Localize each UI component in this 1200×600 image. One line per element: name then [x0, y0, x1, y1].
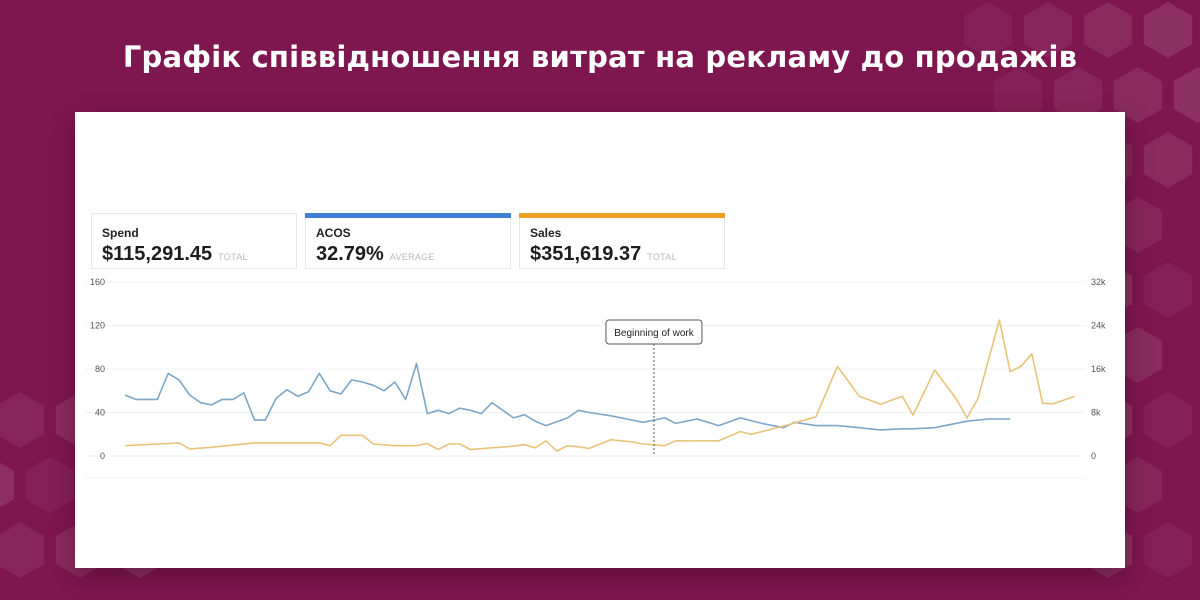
hexagon-shape: [1113, 327, 1163, 383]
metric-card-spend[interactable]: Spend $115,291.45 TOTAL: [91, 213, 297, 269]
acos-series-line: [124, 362, 1011, 431]
metric-label: Sales: [530, 226, 562, 240]
page-title: Графік співвідношення витрат на рекламу …: [122, 40, 1078, 74]
sales-accent-bar: [519, 213, 725, 218]
metric-note: AVERAGE: [389, 252, 435, 262]
hexagon-shape: [1143, 2, 1193, 58]
y-left-tick-label: 160: [90, 277, 105, 287]
metric-label: Spend: [102, 226, 139, 240]
hexagon-shape: [0, 392, 45, 448]
hexagon-shape: [1173, 67, 1200, 123]
hexagon-shape: [1143, 132, 1193, 188]
metric-label: ACOS: [316, 226, 351, 240]
hexagon-shape: [1113, 197, 1163, 253]
metric-card-sales[interactable]: Sales $351,619.37 TOTAL: [519, 213, 725, 269]
y-left-tick-label: 120: [90, 321, 105, 331]
y-right-tick-label: 24k: [1091, 321, 1106, 331]
hexagon-shape: [1113, 457, 1163, 513]
sales-series-line: [124, 319, 1076, 452]
hexagon-shape: [0, 522, 45, 578]
annotation-label: Beginning of work: [614, 328, 694, 339]
hexagon-shape: [1053, 67, 1103, 123]
hexagon-shape: [1083, 2, 1133, 58]
line-chart: 0 0 40 8k 80 16k 120 24k 160 32k Beginning of work: [85, 277, 1106, 479]
metric-value: 32.79% AVERAGE: [316, 243, 435, 265]
hexagon-shape: [1143, 262, 1193, 318]
hexagon-shape: [993, 67, 1043, 123]
hexagon-shape: [1113, 67, 1163, 123]
hexagon-shape: [963, 2, 1013, 58]
metric-value: $115,291.45 TOTAL: [102, 243, 248, 265]
acos-accent-bar: [305, 213, 511, 218]
annotation-box: [605, 319, 703, 345]
y-right-tick-label: 32k: [1091, 277, 1106, 287]
metric-note: TOTAL: [647, 252, 677, 262]
y-left-tick-label: 40: [95, 408, 105, 418]
hexagon-shape: [1023, 2, 1073, 58]
metric-card-acos[interactable]: ACOS 32.79% AVERAGE: [305, 213, 511, 269]
hexagon-shape: [25, 457, 75, 513]
y-left-tick-label: 0: [100, 451, 105, 461]
chart-panel: Spend $115,291.45 TOTAL ACOS 32.79% AVERAG…: [75, 112, 1125, 568]
hexagon-shape: [1143, 392, 1193, 448]
metric-note: TOTAL: [218, 252, 248, 262]
y-left-tick-label: 80: [95, 364, 105, 374]
y-right-tick-label: 8k: [1091, 408, 1101, 418]
hexagon-shape: [1143, 522, 1193, 578]
hexagon-shape: [0, 462, 15, 508]
metric-value: $351,619.37 TOTAL: [530, 243, 677, 265]
y-right-tick-label: 0: [1091, 451, 1096, 461]
y-right-tick-label: 16k: [1091, 364, 1106, 374]
